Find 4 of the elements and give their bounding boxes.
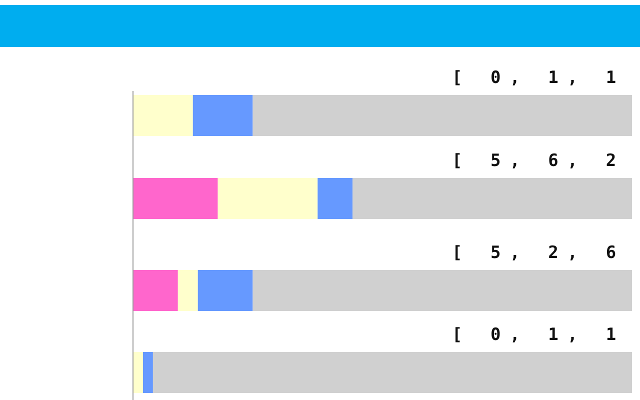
annotation: [ 0, 1, 1	[452, 325, 626, 345]
text: [ 0, 1, 1	[452, 68, 626, 88]
annotation: [ 5, 2, 6	[452, 243, 626, 263]
annotation: [ 5, 6, 2	[452, 151, 626, 171]
